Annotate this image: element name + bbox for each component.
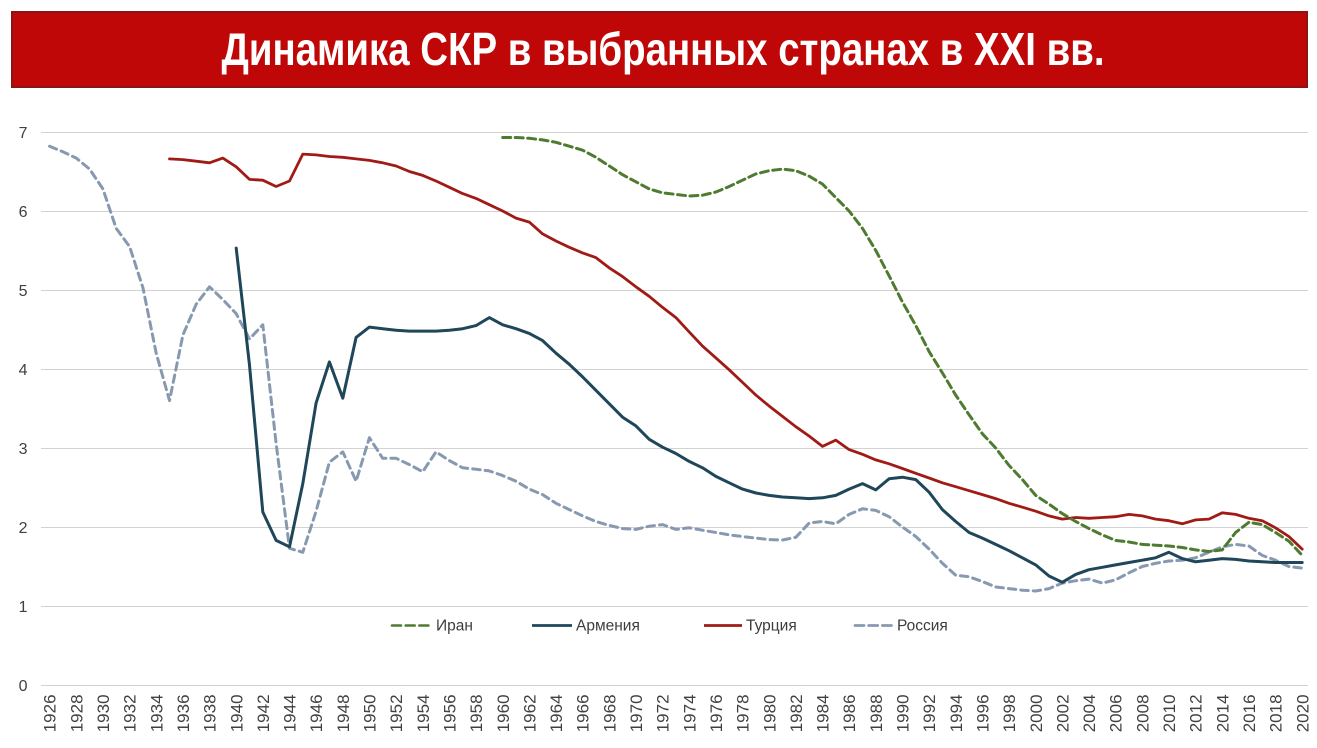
svg-text:1932: 1932 [121, 694, 140, 732]
svg-text:2012: 2012 [1187, 694, 1206, 732]
svg-text:1938: 1938 [201, 694, 220, 732]
svg-text:1968: 1968 [600, 694, 619, 732]
svg-text:1934: 1934 [147, 694, 166, 732]
svg-text:1950: 1950 [361, 694, 380, 732]
svg-text:1972: 1972 [654, 694, 673, 732]
svg-text:1966: 1966 [574, 694, 593, 732]
svg-text:1946: 1946 [307, 694, 326, 732]
svg-text:1998: 1998 [1000, 694, 1019, 732]
svg-text:1994: 1994 [947, 694, 966, 732]
svg-text:1976: 1976 [707, 694, 726, 732]
svg-text:1982: 1982 [787, 694, 806, 732]
svg-text:1980: 1980 [760, 694, 779, 732]
svg-text:Турция: Турция [746, 618, 797, 635]
svg-text:0: 0 [19, 678, 28, 695]
svg-text:Иран: Иран [436, 618, 473, 635]
svg-text:2014: 2014 [1213, 694, 1232, 732]
svg-text:2000: 2000 [1027, 694, 1046, 732]
svg-text:2002: 2002 [1053, 694, 1072, 732]
svg-text:1930: 1930 [94, 694, 113, 732]
svg-text:1992: 1992 [920, 694, 939, 732]
svg-text:1940: 1940 [227, 694, 246, 732]
svg-text:1988: 1988 [867, 694, 886, 732]
svg-text:Россия: Россия [897, 618, 948, 635]
svg-text:1958: 1958 [467, 694, 486, 732]
svg-text:1952: 1952 [387, 694, 406, 732]
svg-text:1944: 1944 [281, 694, 300, 732]
svg-text:2006: 2006 [1107, 694, 1126, 732]
svg-text:1956: 1956 [441, 694, 460, 732]
svg-text:7: 7 [19, 125, 28, 142]
svg-text:1962: 1962 [520, 694, 539, 732]
svg-text:2020: 2020 [1293, 694, 1312, 732]
svg-text:Динамика СКР в выбранных стран: Динамика СКР в выбранных странах в XXI в… [222, 23, 1105, 75]
svg-text:1974: 1974 [680, 694, 699, 732]
svg-text:1960: 1960 [494, 694, 513, 732]
svg-text:1954: 1954 [414, 694, 433, 732]
svg-text:1942: 1942 [254, 694, 273, 732]
svg-text:Армения: Армения [576, 618, 640, 635]
svg-text:2016: 2016 [1240, 694, 1259, 732]
svg-text:1926: 1926 [41, 694, 60, 732]
svg-text:1: 1 [19, 599, 28, 616]
svg-text:1928: 1928 [67, 694, 86, 732]
svg-text:1996: 1996 [974, 694, 993, 732]
svg-text:2018: 2018 [1267, 694, 1286, 732]
svg-text:1984: 1984 [814, 694, 833, 732]
svg-text:2010: 2010 [1160, 694, 1179, 732]
svg-text:5: 5 [19, 283, 28, 300]
svg-text:2004: 2004 [1080, 694, 1099, 732]
svg-text:3: 3 [19, 441, 28, 458]
svg-text:1936: 1936 [174, 694, 193, 732]
svg-text:1990: 1990 [894, 694, 913, 732]
svg-text:1978: 1978 [734, 694, 753, 732]
svg-text:2008: 2008 [1133, 694, 1152, 732]
svg-text:1964: 1964 [547, 694, 566, 732]
svg-text:6: 6 [19, 204, 28, 221]
svg-text:4: 4 [19, 362, 28, 379]
svg-text:2: 2 [19, 520, 28, 537]
svg-text:1948: 1948 [334, 694, 353, 732]
svg-text:1986: 1986 [840, 694, 859, 732]
svg-text:1970: 1970 [627, 694, 646, 732]
